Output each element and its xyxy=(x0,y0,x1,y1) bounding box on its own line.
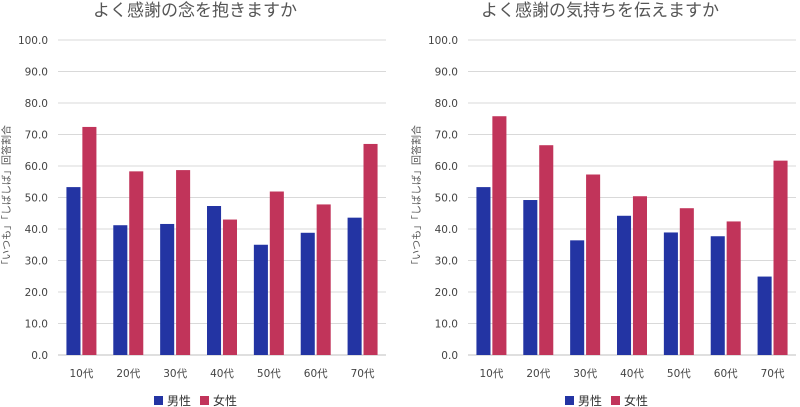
bar-male xyxy=(710,236,725,355)
legend-swatch-male xyxy=(154,396,163,405)
bar-female xyxy=(586,174,601,355)
bar-male xyxy=(663,232,678,355)
x-tick-label: 30代 xyxy=(163,368,187,380)
y-axis-label: 「いつも」「しばしば」回答割合 xyxy=(410,125,423,270)
y-axis-label: 「いつも」「しばしば」回答割合 xyxy=(0,125,13,270)
bar-female xyxy=(679,208,694,355)
bar-female xyxy=(82,126,97,355)
y-tick-label: 50.0 xyxy=(25,193,48,205)
bar-male xyxy=(66,187,81,355)
bar-female xyxy=(176,170,191,355)
x-tick-label: 20代 xyxy=(526,368,550,380)
y-tick-label: 90.0 xyxy=(25,67,48,79)
x-tick-label: 40代 xyxy=(620,368,644,380)
legend-swatch-male xyxy=(565,396,574,405)
x-tick-label: 60代 xyxy=(304,368,328,380)
y-tick-label: 0.0 xyxy=(441,350,458,362)
bar-female xyxy=(632,196,647,355)
bar-male xyxy=(207,206,222,355)
y-tick-label: 40.0 xyxy=(25,224,48,236)
bar-female xyxy=(316,204,331,355)
legend-label-female: 女性 xyxy=(624,393,648,407)
y-tick-label: 30.0 xyxy=(435,256,458,268)
x-tick-label: 40代 xyxy=(210,368,234,380)
y-tick-label: 60.0 xyxy=(435,161,458,173)
bar-male xyxy=(523,200,538,355)
bar-male xyxy=(476,187,491,355)
bar-female xyxy=(363,143,378,355)
x-tick-label: 50代 xyxy=(667,368,691,380)
y-tick-label: 90.0 xyxy=(435,67,458,79)
bar-male xyxy=(757,276,772,355)
y-tick-label: 100.0 xyxy=(428,35,458,47)
legend-label-male: 男性 xyxy=(578,394,602,407)
bar-female xyxy=(773,160,788,355)
y-tick-label: 70.0 xyxy=(435,130,458,142)
x-tick-label: 10代 xyxy=(479,368,503,380)
chart-title: よく感謝の気持ちを伝えますか xyxy=(481,1,719,21)
y-tick-label: 30.0 xyxy=(25,256,48,268)
x-tick-label: 50代 xyxy=(257,368,281,380)
x-tick-label: 10代 xyxy=(69,368,93,380)
legend-swatch-female xyxy=(200,396,209,405)
bar-male xyxy=(300,232,315,355)
bar-male xyxy=(570,240,585,355)
bar-female xyxy=(269,191,284,355)
bar-male xyxy=(253,244,268,355)
y-tick-label: 20.0 xyxy=(435,287,458,299)
y-tick-label: 100.0 xyxy=(18,35,48,47)
x-tick-label: 70代 xyxy=(351,368,375,380)
legend-label-male: 男性 xyxy=(167,394,191,407)
chart-title: よく感謝の念を抱きますか xyxy=(93,0,297,21)
bar-female xyxy=(539,145,554,355)
x-tick-label: 60代 xyxy=(714,368,738,380)
bar-female xyxy=(492,116,507,355)
bar-male xyxy=(113,225,128,355)
legend-label-female: 女性 xyxy=(213,393,237,407)
x-tick-label: 20代 xyxy=(116,368,140,380)
bar-male xyxy=(160,223,175,355)
bar-female xyxy=(129,171,144,355)
legend: 男性 女性 xyxy=(154,393,237,407)
y-tick-label: 80.0 xyxy=(25,98,48,110)
x-tick-label: 70代 xyxy=(761,368,785,380)
x-tick-label: 30代 xyxy=(573,368,597,380)
bar-female xyxy=(222,219,237,355)
y-tick-label: 10.0 xyxy=(25,319,48,331)
chart-gratitude-expression: よく感謝の気持ちを伝えますか 0.0 10.0 20.0 30.0 40.0 50.0 60… xyxy=(410,1,796,380)
legend: 男性 女性 xyxy=(565,393,648,407)
y-tick-label: 80.0 xyxy=(435,98,458,110)
y-tick-label: 10.0 xyxy=(435,319,458,331)
chart-gratitude-feeling: よく感謝の念を抱きますか 0.0 10.0 20.0 30.0 40.0 50.0 60.0… xyxy=(0,0,386,380)
legend-swatch-female xyxy=(611,396,620,405)
y-tick-label: 70.0 xyxy=(25,130,48,142)
y-tick-label: 40.0 xyxy=(435,224,458,236)
y-tick-label: 60.0 xyxy=(25,161,48,173)
y-tick-label: 20.0 xyxy=(25,287,48,299)
bar-male xyxy=(617,215,632,355)
y-tick-label: 0.0 xyxy=(31,350,48,362)
y-tick-label: 50.0 xyxy=(435,193,458,205)
bar-male xyxy=(347,217,362,355)
bar-female xyxy=(726,221,741,355)
